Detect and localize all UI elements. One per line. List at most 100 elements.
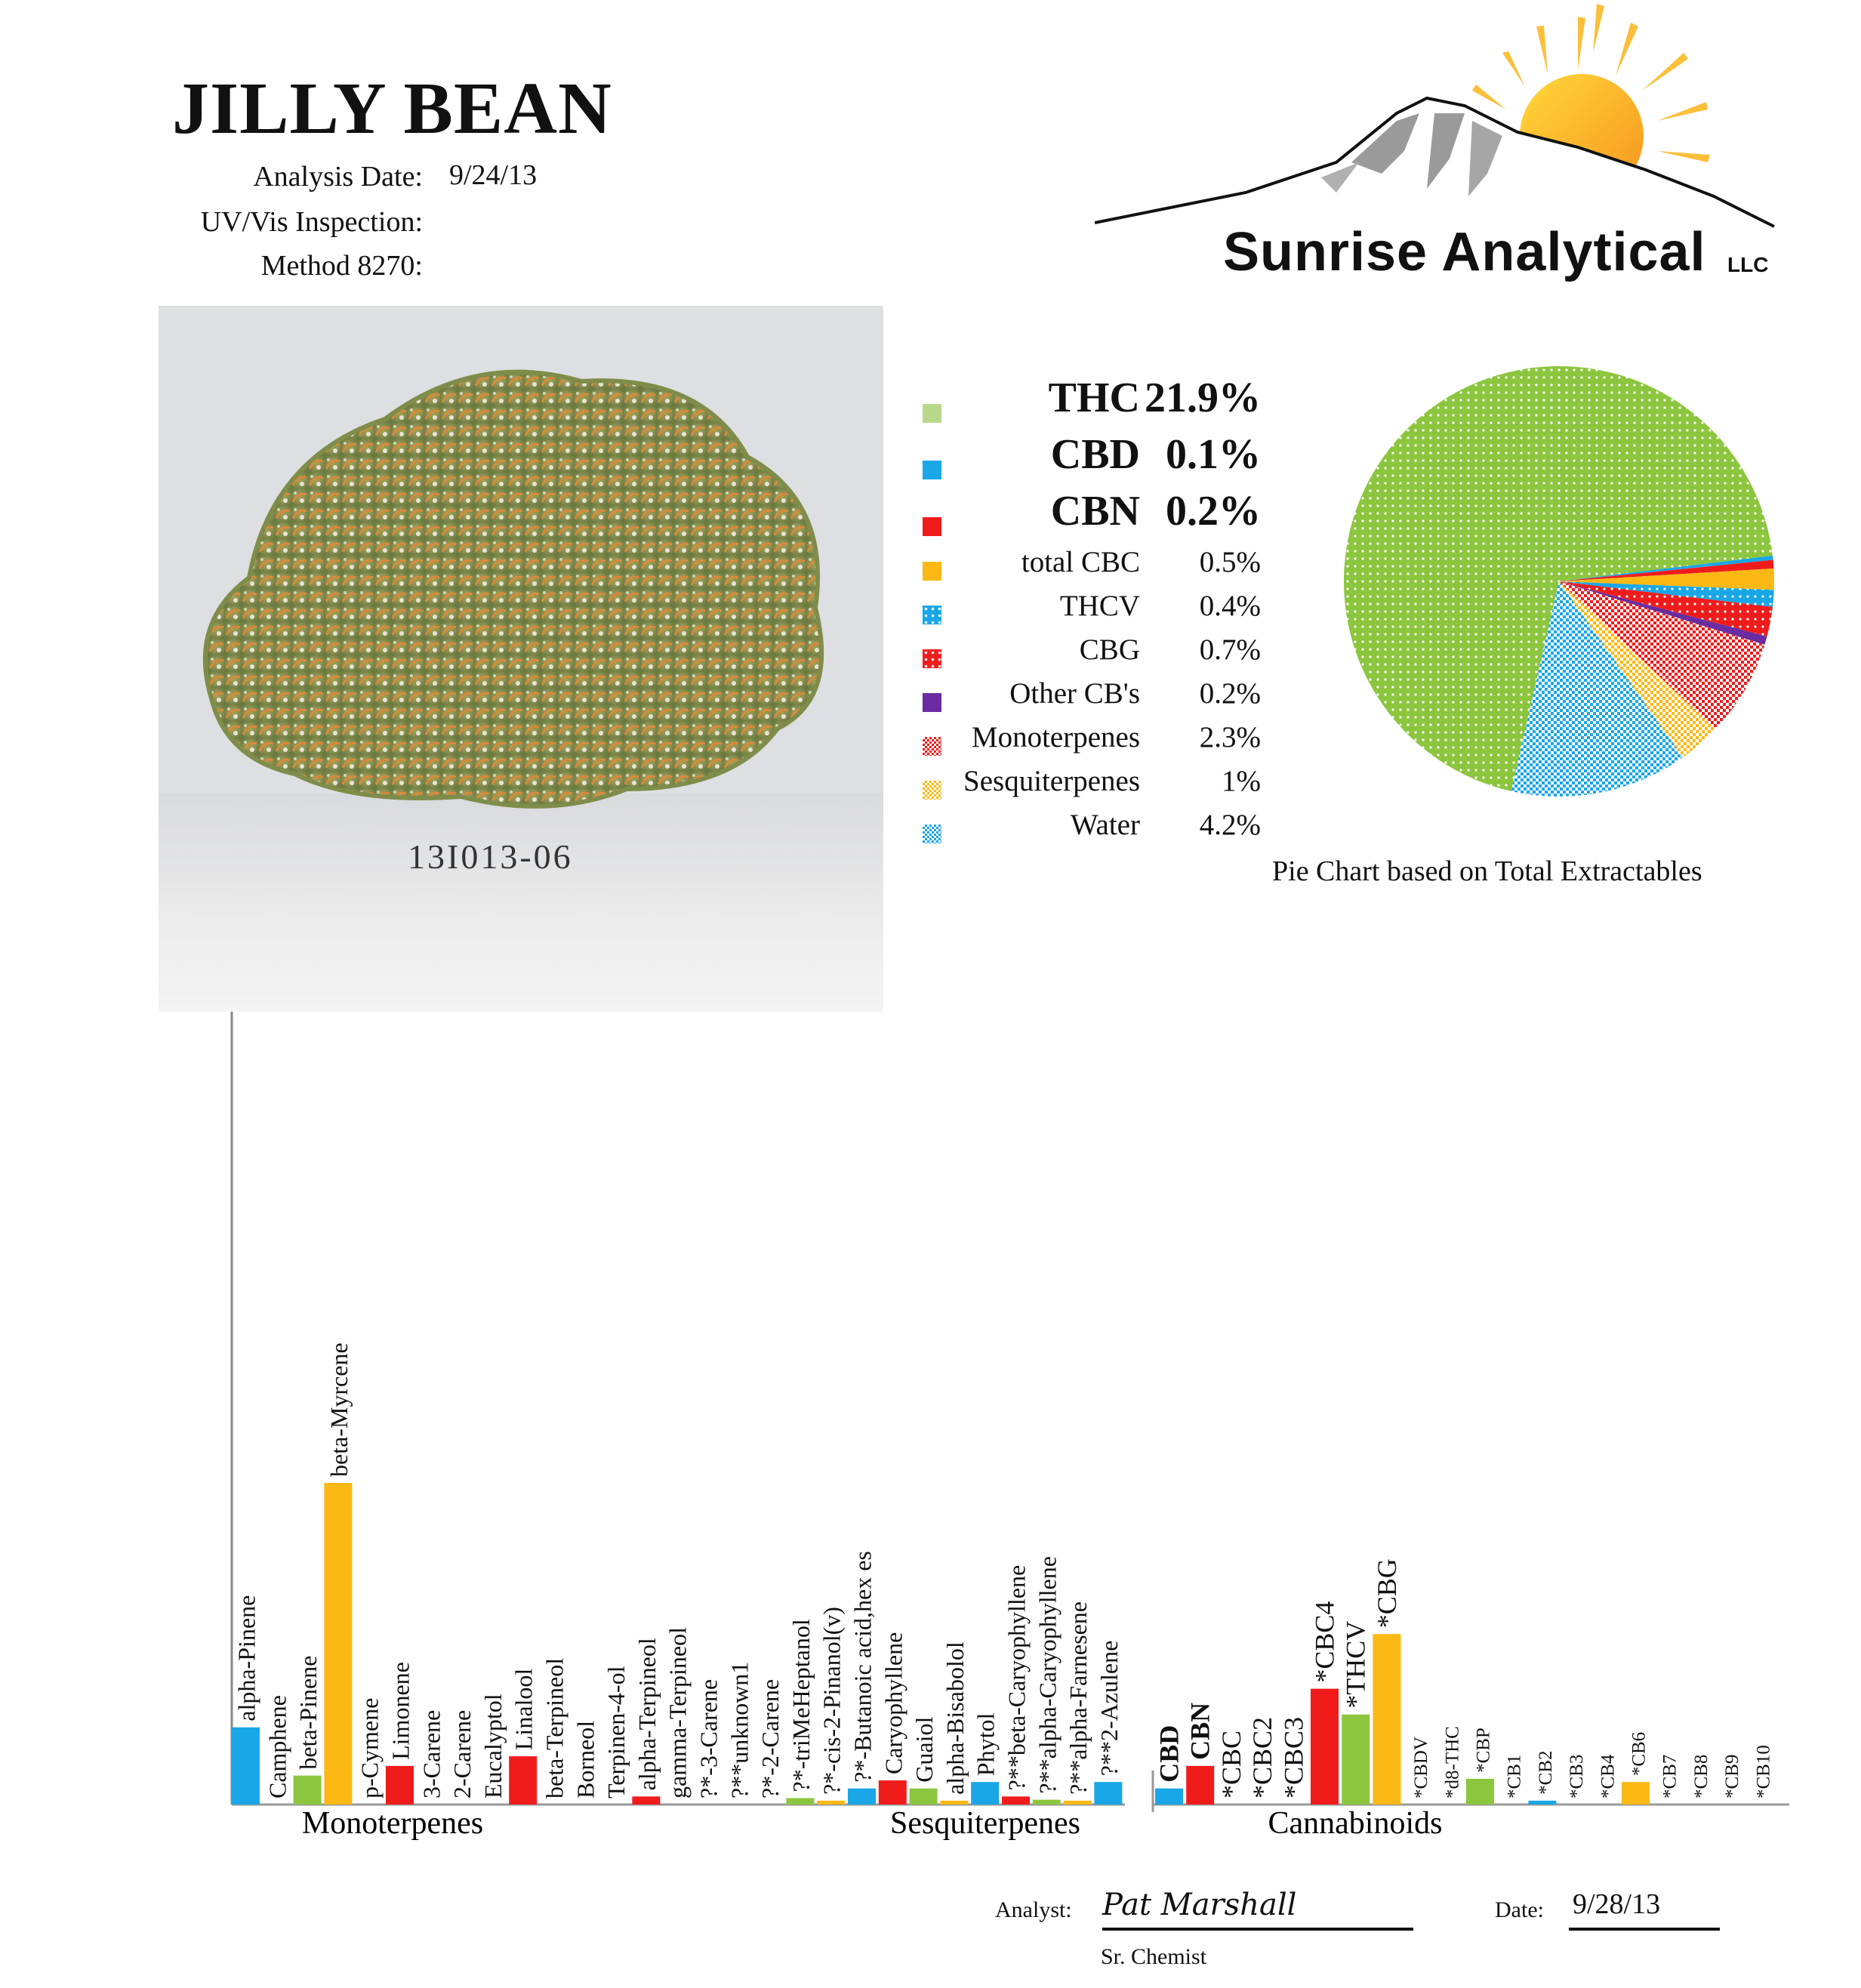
bar-label: ?*-2-Carene (756, 1679, 784, 1798)
bar (848, 1788, 876, 1805)
legend-item: Sesquiterpenes 1% (914, 764, 1261, 808)
bar (971, 1782, 1000, 1805)
bar-label: beta-Terpineol (541, 1658, 568, 1798)
bar-label: alpha-Bisabolol (941, 1641, 969, 1795)
pie-slice (1559, 581, 1716, 757)
sample-id: 13I013-06 (408, 837, 573, 876)
bar-label: CBD (1154, 1725, 1185, 1783)
bar-label: *CB10 (1753, 1745, 1773, 1798)
legend-item: Water 4.2% (914, 808, 1261, 852)
legend-value: 0.7% (1199, 633, 1261, 666)
analysis-date-label: Analysis Date: (253, 161, 423, 193)
date-line (1569, 1928, 1720, 1931)
bar-label: beta-Pinene (294, 1656, 322, 1770)
legend-value: 0.1% (1166, 431, 1261, 478)
bar-label: *d8-THC (1442, 1726, 1462, 1798)
cannabis-bud-photo-icon (202, 369, 824, 809)
bar-label: *THCV (1341, 1621, 1371, 1709)
bar-label: *CB4 (1598, 1754, 1618, 1798)
bar-label: *CBDV (1411, 1737, 1431, 1798)
legend-swatch (923, 781, 941, 800)
pie-slice (1559, 581, 1774, 607)
signature-line (1102, 1928, 1413, 1931)
method-label: Method 8270: (260, 250, 423, 282)
legend-value: 21.9% (1145, 374, 1261, 421)
bar-label: *CBC3 (1278, 1717, 1308, 1798)
bar (1528, 1800, 1557, 1805)
bar-label: Limonene (387, 1662, 414, 1760)
bar-label: ?*-triMeHeptanol (787, 1619, 815, 1792)
legend-value: 2.3% (1199, 721, 1261, 754)
bar-label: *CB2 (1536, 1751, 1556, 1795)
bar (1032, 1799, 1061, 1805)
bar (1155, 1788, 1183, 1805)
legend-label: THC (1048, 374, 1140, 421)
bar-label: alpha-Terpineol (633, 1638, 661, 1790)
bar (232, 1727, 260, 1805)
legend-item: CBN 0.2% (914, 487, 1261, 536)
bar (632, 1796, 661, 1805)
legend-label: THCV (1059, 590, 1140, 622)
bar (1342, 1714, 1370, 1805)
legend-value: 0.5% (1199, 546, 1261, 578)
bar (1186, 1765, 1215, 1805)
pie-slice (1559, 581, 1765, 729)
pie-slice (1559, 555, 1773, 581)
legend-label: total CBC (1021, 546, 1140, 578)
pie-slice (1511, 581, 1684, 797)
analysis-date-value: 9/24/13 (449, 159, 538, 191)
bar-label: ?**alpha-Caryophyllene (1034, 1556, 1061, 1794)
legend-value: 0.2% (1166, 488, 1261, 535)
legend-value: 4.2% (1199, 809, 1261, 841)
bar (1622, 1782, 1650, 1805)
bar-label: 3-Carene (417, 1710, 445, 1798)
bar-label: ?**alpha-Farnesene (1065, 1601, 1092, 1795)
bar (786, 1798, 815, 1805)
legend-swatch (923, 461, 941, 479)
sample-photo: 13I013-06 (159, 306, 883, 1012)
legend-swatch (923, 517, 941, 536)
bar (324, 1483, 353, 1805)
pie-chart (1344, 366, 1774, 797)
legend-item: THCV 0.4% (914, 589, 1261, 633)
bar (1094, 1782, 1123, 1805)
bar-label: *CBC (1216, 1731, 1246, 1798)
group-label-monoterpenes: Monoterpenes (302, 1806, 483, 1841)
pie-slice (1559, 559, 1774, 581)
bar-label: *CB7 (1660, 1755, 1681, 1798)
date-label: Date: (1495, 1897, 1544, 1922)
legend-value: 0.4% (1199, 590, 1261, 622)
uv-inspection-label: UV/Vis Inspection: (200, 206, 423, 238)
legend-label: Monoterpenes (971, 721, 1140, 754)
legend-item: CBD 0.1% (914, 430, 1261, 479)
bar-label: beta-Myrcene (325, 1342, 353, 1477)
logo-name: Sunrise Analytical (1223, 222, 1706, 282)
legend-label: CBG (1079, 633, 1140, 666)
bar-label: Guaiol (910, 1716, 938, 1782)
bar-label: *CBG (1372, 1558, 1402, 1628)
legend-item: Other CB's 0.2% (914, 677, 1261, 720)
legend-value: 1% (1222, 765, 1261, 797)
bar-label: *CB1 (1505, 1755, 1525, 1798)
legend-label: Sesquiterpenes (963, 765, 1140, 797)
bar-label: p-Cymene (356, 1698, 384, 1798)
bar (878, 1780, 907, 1805)
bar-label: gamma-Terpineol (664, 1627, 692, 1798)
bar (293, 1775, 322, 1805)
pie-caption: Pie Chart based on Total Extractables (1272, 855, 1702, 887)
bar (909, 1788, 938, 1805)
pie-slice (1559, 581, 1773, 636)
bar-label: alpha-Pinene (233, 1595, 260, 1721)
analyst-signature: Pat Marshall (1102, 1888, 1297, 1922)
bar (509, 1756, 538, 1805)
bar-label: *CBC4 (1310, 1601, 1340, 1683)
legend-swatch (923, 404, 941, 423)
legend-item: Monoterpenes 2.3% (914, 720, 1261, 764)
pie-slice (1344, 366, 1773, 791)
legend-swatch (923, 649, 941, 668)
bar (1063, 1800, 1092, 1805)
bar (1002, 1796, 1030, 1805)
bar-label: ?*-cis-2-Pinanol(v) (818, 1607, 846, 1795)
bar-label: Phytol (972, 1712, 1000, 1776)
bar-label: *CB3 (1567, 1755, 1587, 1798)
